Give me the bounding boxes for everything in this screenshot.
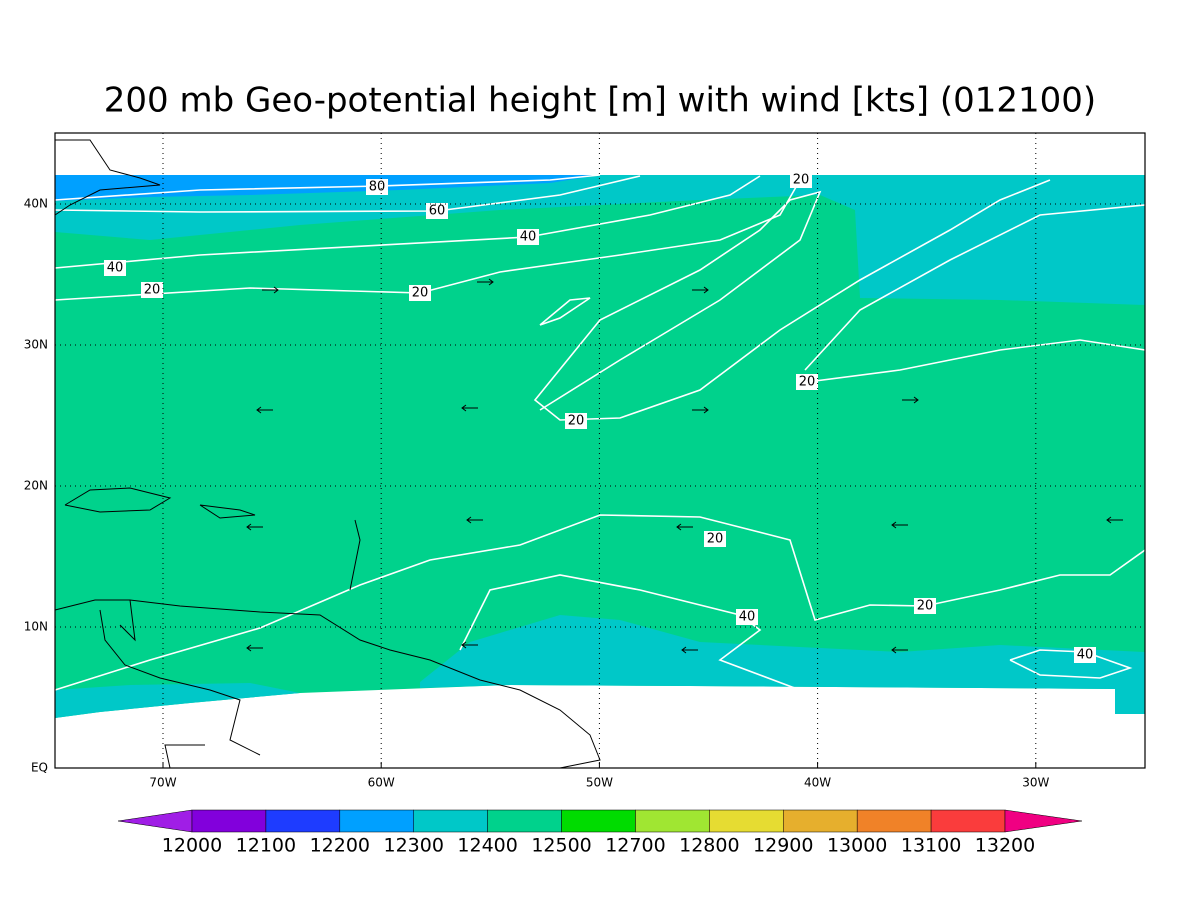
contour-label-box (104, 260, 126, 276)
colorbar-box (339, 809, 414, 833)
contour-line (533, 179, 1051, 421)
lat-label: 40N (24, 197, 48, 211)
lon-label: 30W (1022, 776, 1049, 790)
wind-arrow-head (488, 278, 494, 286)
contour-line (804, 204, 1146, 371)
coastline (54, 599, 601, 769)
colorbar-label: 12700 (605, 835, 665, 857)
colorbar-label: 13100 (901, 835, 961, 857)
contour-line (539, 297, 591, 326)
contour-label-box (409, 285, 431, 301)
wind-arrow-head (246, 523, 252, 531)
wind-arrow-head (246, 644, 252, 652)
contour-line (54, 514, 1146, 691)
field-green (55, 175, 1145, 718)
coastline (64, 487, 172, 513)
wind-arrow-head (703, 406, 709, 414)
field-teal-bottom (420, 615, 1145, 714)
wind-arrow-head (1106, 516, 1112, 524)
colorbar-label: 12000 (162, 835, 222, 857)
colorbar-box (487, 809, 562, 833)
contour-line (806, 339, 1146, 383)
coastline (164, 744, 205, 769)
lon-label: 40W (804, 776, 831, 790)
colorbar-label: 13000 (827, 835, 887, 857)
coastline (54, 139, 161, 216)
contour-label: 40 (1077, 648, 1094, 663)
contour-label: 20 (144, 283, 161, 298)
contour-line (54, 175, 761, 269)
contour-label-box (704, 531, 726, 547)
lon-label: 70W (149, 776, 176, 790)
contour-label: 20 (707, 532, 724, 547)
coastline (119, 599, 136, 642)
field-blue (55, 175, 600, 201)
wind-arrow-head (681, 646, 687, 654)
colorbar-label: 13200 (975, 835, 1035, 857)
lat-label: 20N (24, 479, 48, 493)
lon-label: 50W (586, 776, 613, 790)
contour-label-box (790, 172, 812, 188)
colorbar-label: 12400 (457, 835, 517, 857)
colorbar-box (561, 809, 636, 833)
contour-label: 80 (369, 180, 386, 195)
title: 200 mb Geo-potential height [m] with win… (104, 81, 1096, 121)
wind-arrow-head (891, 646, 897, 654)
colorbar-box (191, 809, 267, 833)
colorbar-box (413, 809, 488, 833)
colorbar-arrow (1004, 809, 1083, 833)
colorbar-box (930, 809, 1006, 833)
lat-label: 30N (24, 338, 48, 352)
contour-label: 40 (739, 610, 756, 625)
wind-arrow-head (273, 286, 279, 294)
colorbar-label: 12900 (753, 835, 813, 857)
wind-arrow-head (913, 396, 919, 404)
wind-arrow-head (256, 406, 262, 414)
colorbar-box (265, 809, 341, 833)
wind-arrow-head (466, 516, 472, 524)
contour-label-box (426, 203, 448, 219)
lat-label: EQ (31, 761, 48, 775)
colorbar-label: 12300 (384, 835, 444, 857)
contour-label-box (914, 598, 936, 614)
colorbar-label: 12200 (310, 835, 370, 857)
contour-label: 40 (107, 261, 124, 276)
colorbar-box (709, 809, 784, 833)
wind-arrow-head (676, 523, 682, 531)
colorbar-label: 12500 (531, 835, 591, 857)
contour-label: 20 (793, 173, 810, 188)
contour-label-box (1074, 647, 1096, 663)
contour-label-box (565, 413, 587, 429)
map-frame (54, 132, 1146, 769)
coastline (99, 609, 261, 756)
lat-label: 10N (24, 620, 48, 634)
contour-label: 40 (520, 230, 537, 245)
wind-arrow-head (891, 521, 897, 529)
coastline (349, 519, 361, 591)
colorbar-box (856, 809, 932, 833)
lon-label: 60W (368, 776, 395, 790)
field-teal-left (55, 683, 300, 718)
contour-label: 20 (568, 414, 585, 429)
colorbar-label: 12100 (236, 835, 296, 857)
contour-label-box (736, 609, 758, 625)
contour-label-box (796, 374, 818, 390)
colorbar-box (635, 809, 710, 833)
contour-label-box (517, 229, 539, 245)
contour-label: 60 (429, 204, 446, 219)
contour-label: 20 (412, 286, 429, 301)
colorbar-box (783, 809, 858, 833)
contour-line (459, 574, 801, 691)
contour-label-box (141, 282, 163, 298)
colorbar-label: 12800 (679, 835, 739, 857)
coastline (199, 504, 256, 519)
contour-line (1009, 649, 1133, 679)
wind-arrow-head (703, 286, 709, 294)
contour-label: 20 (799, 375, 816, 390)
wind-arrow-head (461, 404, 467, 412)
contour-label-box (366, 179, 388, 195)
wind-arrow-head (461, 641, 467, 649)
contour-label: 20 (917, 599, 934, 614)
